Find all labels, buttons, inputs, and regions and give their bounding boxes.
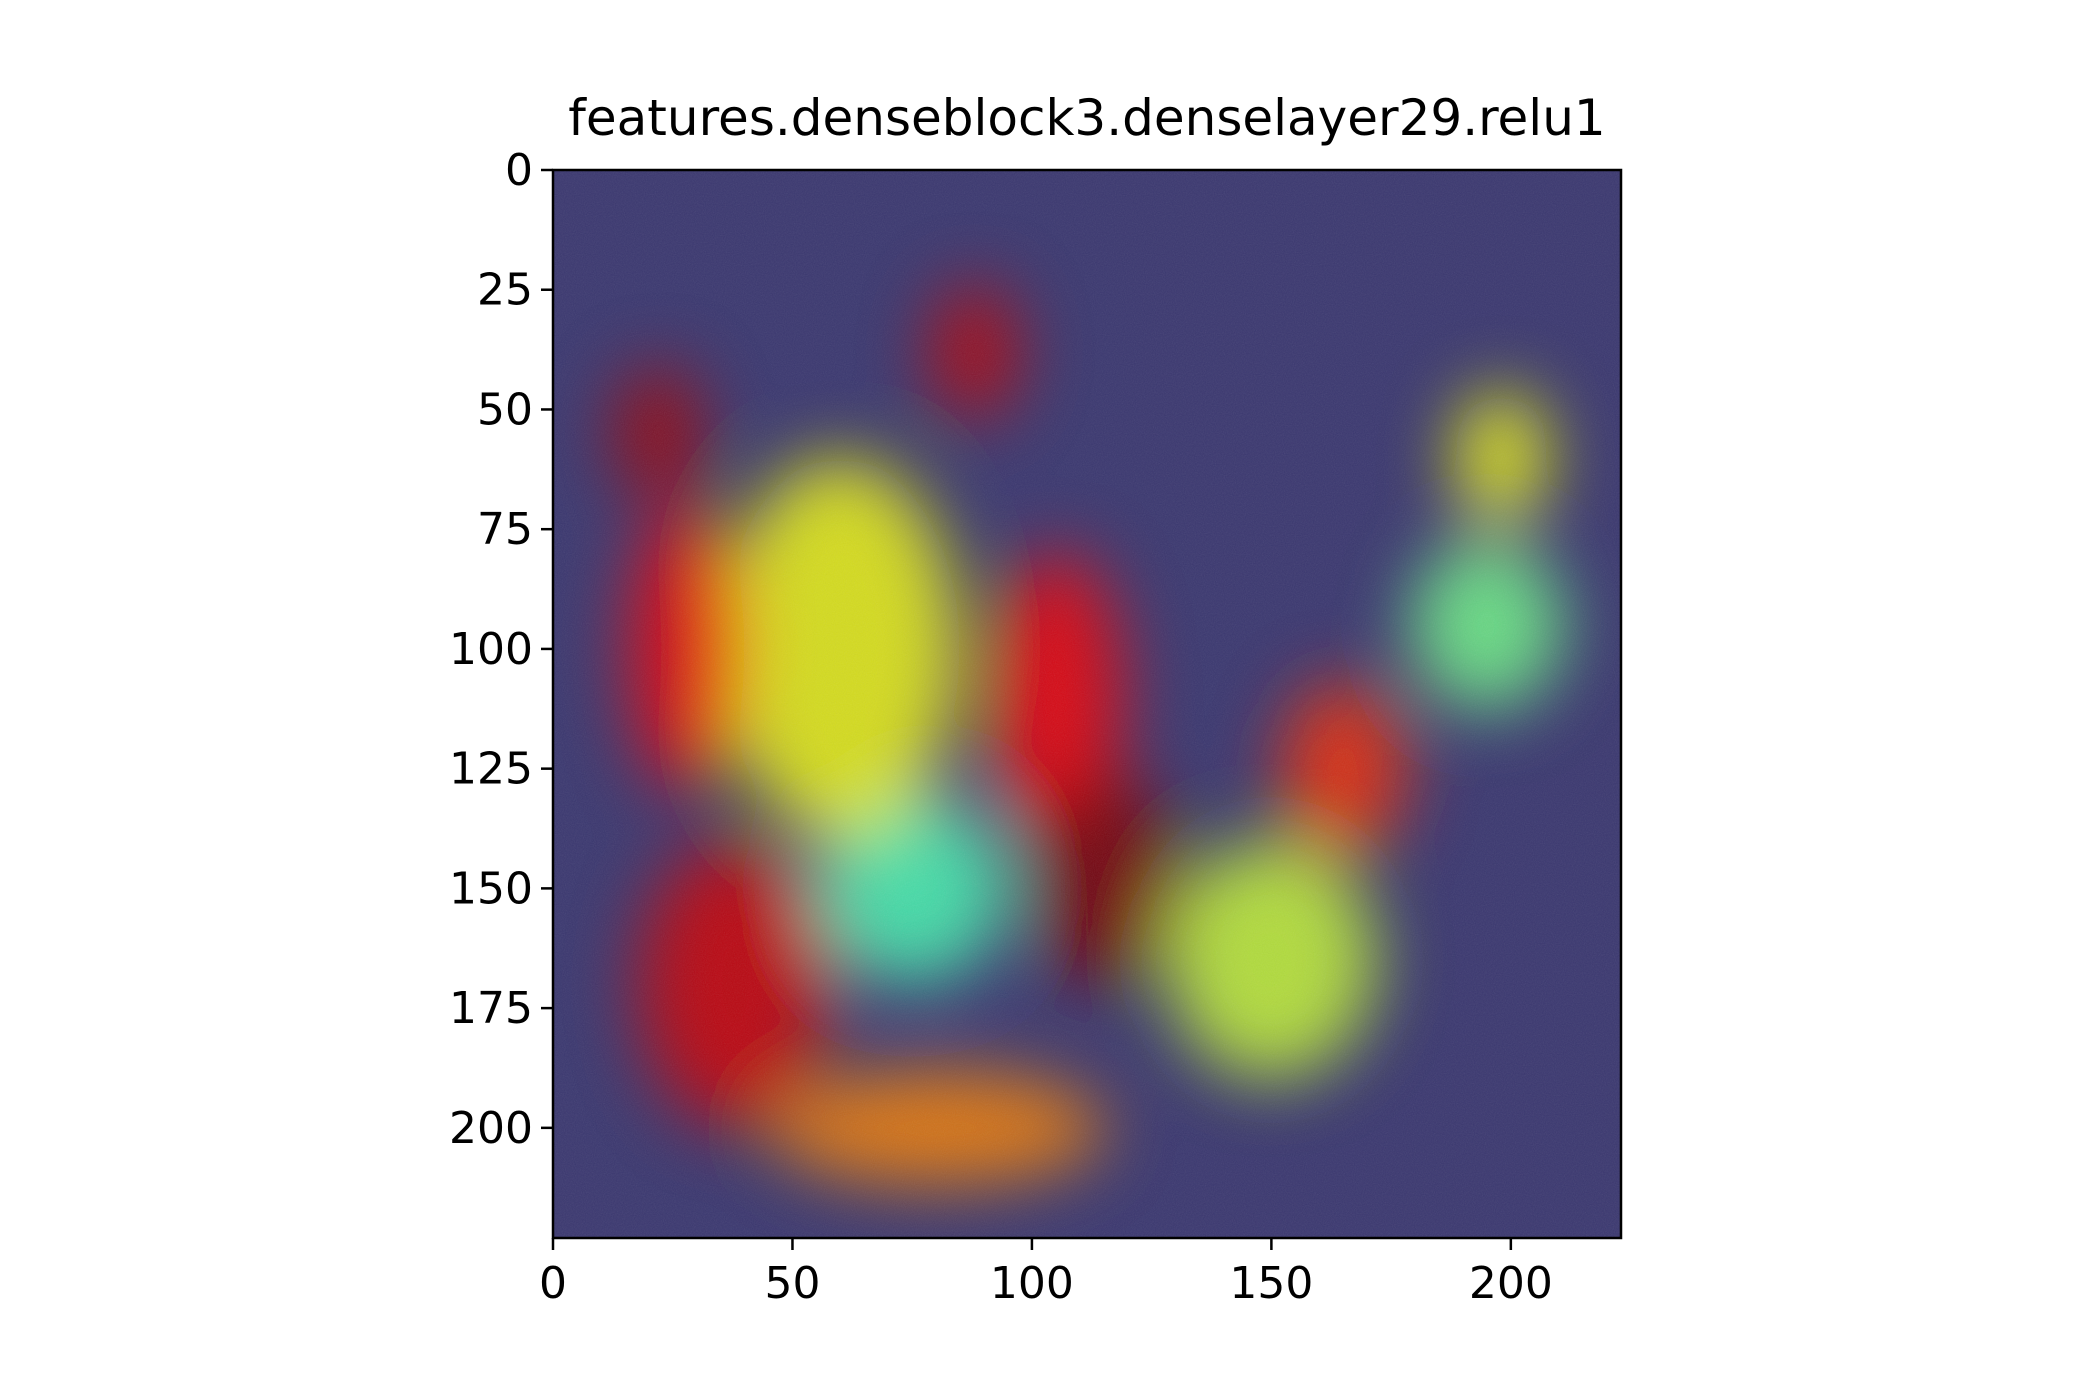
y-tick-label: 100 <box>449 624 533 675</box>
y-tick-label: 150 <box>449 863 533 914</box>
chart-title: features.denseblock3.denselayer29.relu1 <box>568 89 1605 147</box>
x-tick-label: 200 <box>1469 1258 1553 1309</box>
heatmap-image <box>553 170 1621 1238</box>
x-tick-label: 100 <box>990 1258 1074 1309</box>
image-texture <box>553 170 1621 1238</box>
x-tick-label: 0 <box>539 1258 567 1309</box>
x-tick-label: 150 <box>1229 1258 1313 1309</box>
y-tick-label: 25 <box>477 265 533 316</box>
x-axis: 0 50 100 150 200 <box>539 1238 1553 1309</box>
x-tick-label: 50 <box>764 1258 820 1309</box>
y-tick-label: 0 <box>505 145 533 196</box>
y-tick-label: 75 <box>477 504 533 555</box>
y-tick-label: 200 <box>449 1103 533 1154</box>
y-tick-label: 175 <box>449 983 533 1034</box>
plot-frame <box>551 168 1623 1240</box>
y-axis: 0 25 50 75 100 125 150 175 200 <box>449 145 553 1154</box>
y-tick-label: 50 <box>477 384 533 435</box>
y-tick-label: 125 <box>449 744 533 795</box>
